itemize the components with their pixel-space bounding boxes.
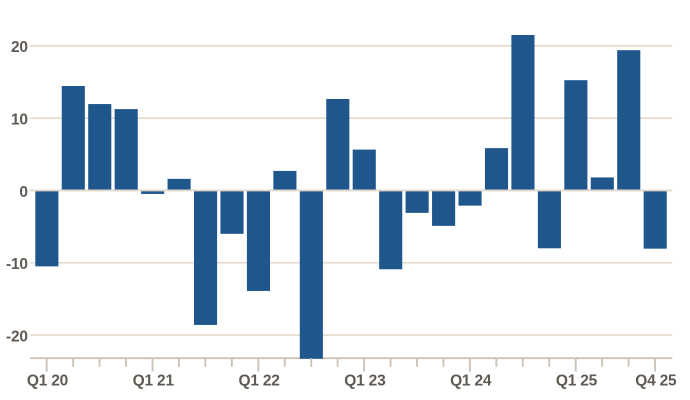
svg-text:Q1 24: Q1 24 [450, 372, 492, 389]
svg-text:10: 10 [11, 111, 28, 128]
svg-text:Q1 22: Q1 22 [238, 372, 279, 389]
svg-text:Q1 25: Q1 25 [556, 372, 598, 389]
svg-text:Q1 20: Q1 20 [27, 372, 68, 389]
svg-text:20: 20 [11, 39, 28, 56]
svg-text:Q1 23: Q1 23 [344, 372, 386, 389]
svg-text:0: 0 [19, 184, 27, 201]
svg-text:-20: -20 [6, 328, 28, 345]
svg-text:Q4 25: Q4 25 [635, 372, 677, 389]
svg-text:-10: -10 [6, 256, 28, 273]
svg-text:Q1 21: Q1 21 [133, 372, 175, 389]
